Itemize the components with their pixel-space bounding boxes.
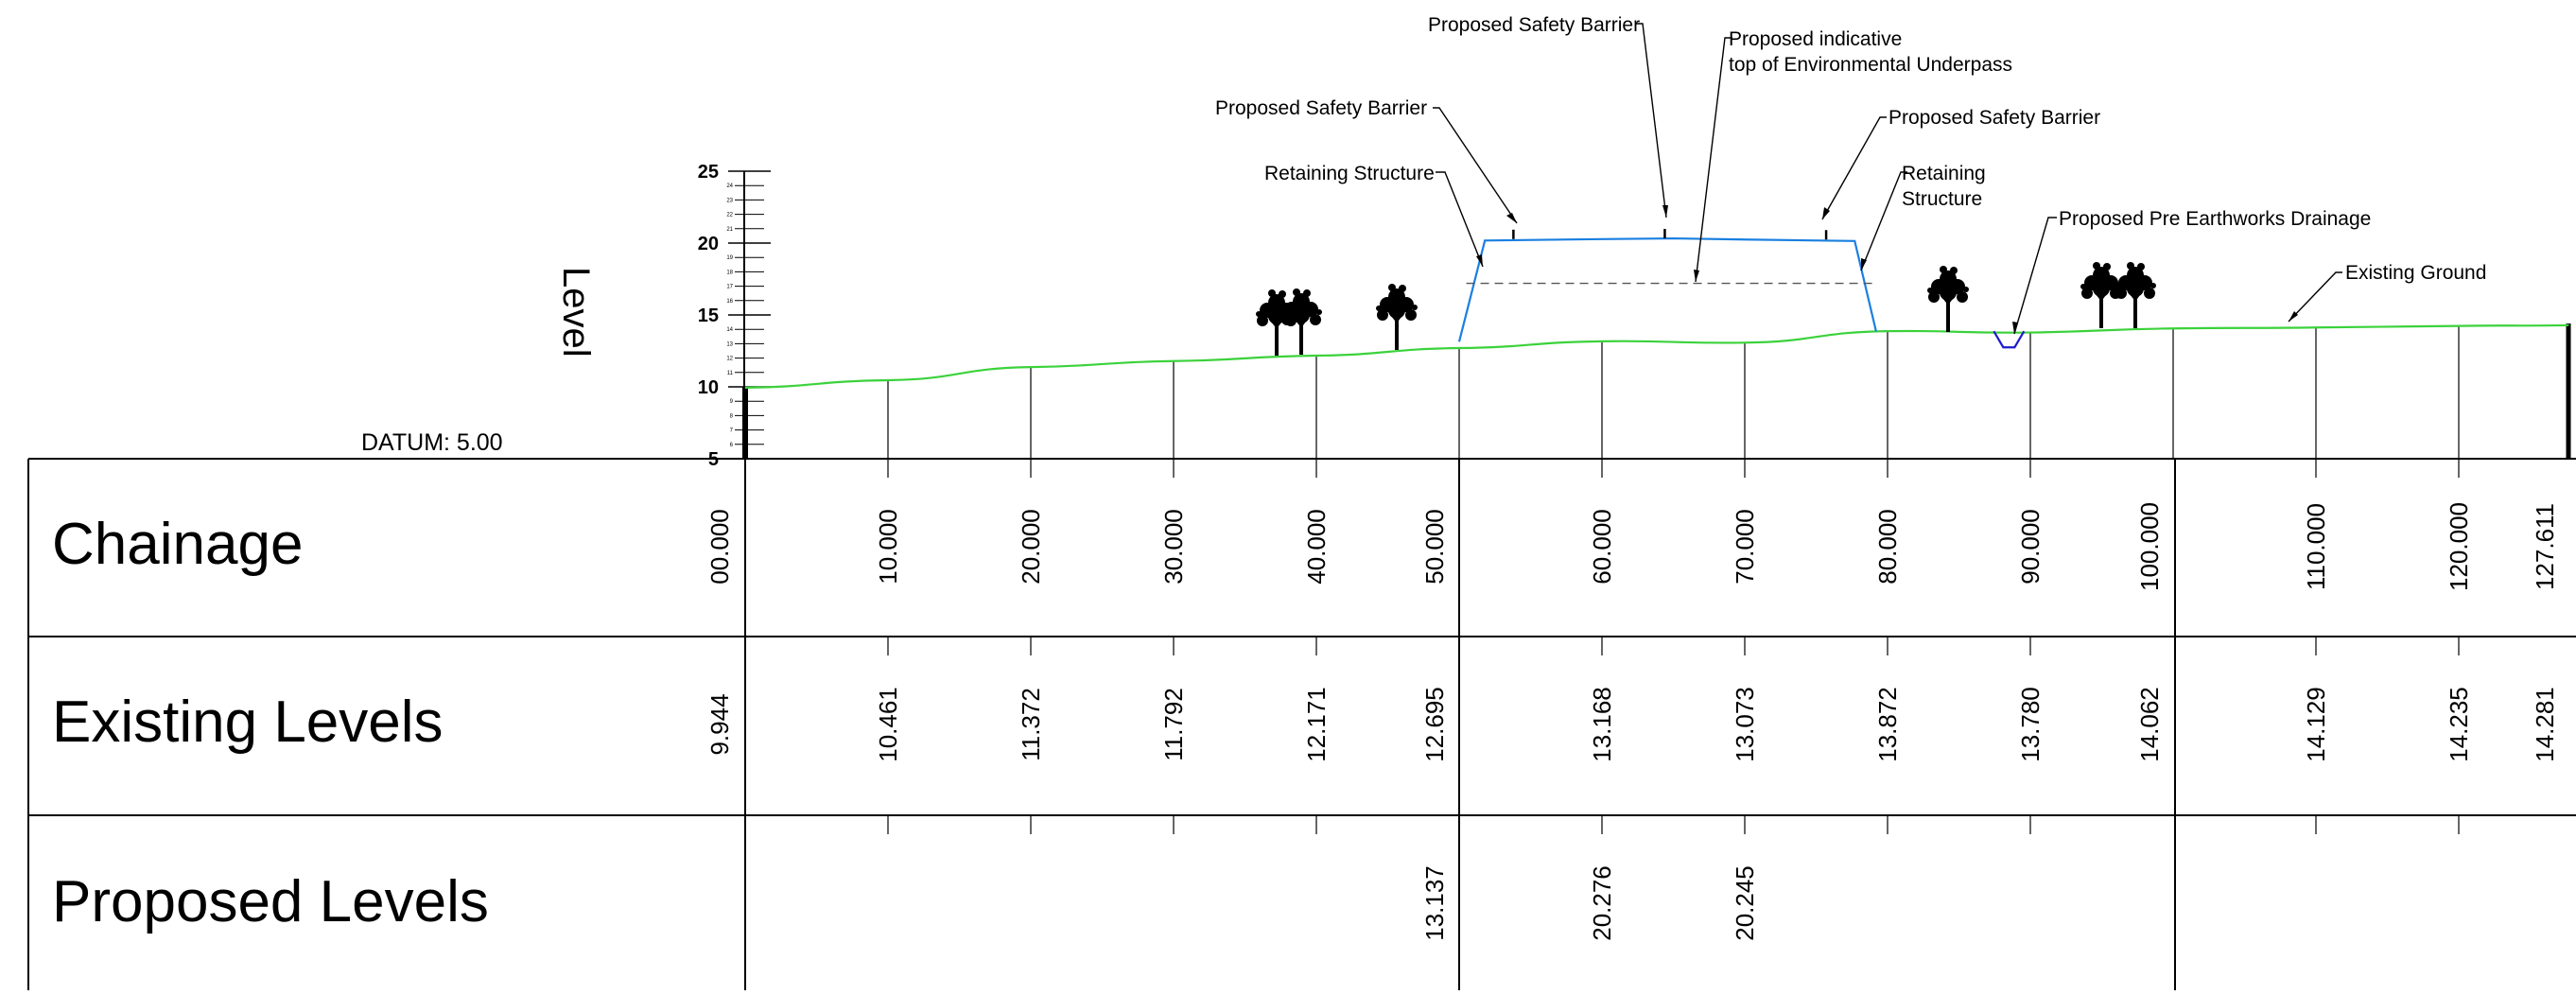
axis-minor-label: 13	[726, 341, 733, 347]
leader-barrier-right	[1821, 116, 1887, 220]
tree-icon	[1279, 288, 1323, 356]
table-cell-existing: 14.281	[2531, 687, 2559, 762]
axis-minor-label: 7	[730, 428, 734, 434]
table-cell-existing: 12.695	[1420, 687, 1449, 762]
table-cell-chainage: 110.000	[2302, 503, 2330, 590]
annotation-retaining-right-line1: Retaining	[1902, 163, 1986, 184]
axis-minor-label: 16	[726, 299, 733, 305]
table-cell-existing: 14.235	[2445, 687, 2473, 762]
annotation-retaining-left: Retaining Structure	[1264, 163, 1435, 184]
axis-minor-label: 23	[726, 198, 733, 203]
table-cell-existing: 9.944	[705, 693, 734, 755]
tree-icon	[1375, 283, 1419, 351]
table-cell-chainage: 60.000	[1588, 509, 1616, 585]
table-cell-existing: 14.062	[2135, 687, 2164, 762]
axis-minor-label: 8	[730, 413, 734, 419]
table-cell-chainage: 10.000	[874, 509, 902, 585]
table-cell-existing: 13.872	[1873, 687, 1902, 762]
profile	[744, 229, 2569, 459]
table-cell-chainage: 120.000	[2445, 502, 2473, 591]
axis-minor-label: 9	[730, 399, 734, 405]
tree-icon	[1926, 265, 1970, 333]
drainage-channel	[1993, 330, 2026, 349]
axis-minor-label: 11	[727, 371, 734, 376]
table-cell-chainage: 100.000	[2135, 502, 2164, 591]
table-cell-existing: 13.780	[2016, 687, 2045, 762]
axis-minor-label: 19	[726, 255, 733, 261]
level-axis: 5 10 15 20 25 6 7 8 9 11 12 13 14 16 17 18 19 21 22 23 24	[698, 162, 771, 470]
table-cell-chainage: 50.000	[1420, 509, 1449, 585]
table-cell-chainage: 70.000	[1731, 509, 1759, 585]
annotation-barrier-left: Proposed Safety Barrier	[1215, 97, 1427, 119]
table-cell-proposed: 13.137	[1420, 865, 1449, 941]
table-cell-existing: 13.073	[1731, 687, 1759, 762]
annotation-barrier-top: Proposed Safety Barrier	[1428, 14, 1640, 36]
arrowhead-barrier-top	[1662, 205, 1668, 218]
arrowhead-barrier-left	[1506, 213, 1517, 223]
leader-existing-ground	[2288, 271, 2342, 323]
arrowhead-retaining-right	[1861, 258, 1867, 271]
axis-minor-label: 21	[726, 227, 733, 233]
leader-arrowheads	[1476, 205, 2298, 334]
datum-label: DATUM: 5.00	[361, 429, 503, 456]
table-cell-existing: 12.171	[1302, 687, 1331, 762]
proposed-structure-outline	[1457, 236, 1877, 342]
annotation-barrier-right: Proposed Safety Barrier	[1888, 107, 2100, 129]
axis-minor-label: 18	[726, 270, 733, 275]
table-cell-chainage: 90.000	[2016, 509, 2045, 585]
axis-major-label: 15	[698, 305, 719, 326]
axis-minor-label: 6	[730, 443, 734, 448]
row-label-chainage: Chainage	[52, 512, 303, 577]
leader-underpass	[1695, 37, 1732, 283]
table-cell-chainage: 40.000	[1302, 509, 1331, 585]
table-cell-existing: 11.792	[1159, 688, 1188, 761]
tree-icon	[2114, 261, 2157, 329]
annotation-underpass-line1: Proposed indicative	[1729, 28, 1902, 50]
axis-minor-label: 12	[726, 357, 733, 362]
table-cell-proposed: 20.245	[1731, 865, 1759, 941]
data-table	[27, 458, 2576, 990]
arrowhead-barrier-right	[1822, 207, 1830, 219]
annotation-underpass-line2: top of Environmental Underpass	[1729, 54, 2012, 76]
table-cell-existing: 14.129	[2302, 687, 2330, 762]
leader-retaining-right	[1860, 171, 1907, 271]
row-label-existing-levels: Existing Levels	[52, 690, 444, 755]
axis-major-label: 20	[698, 234, 719, 254]
axis-minor-label: 22	[726, 213, 733, 218]
leader-barrier-top	[1635, 23, 1667, 218]
arrowhead-existing-ground	[2289, 311, 2298, 322]
leader-retaining-left	[1436, 171, 1484, 268]
table-cell-existing: 10.461	[874, 687, 902, 762]
table-cell-chainage: 127.611	[2531, 503, 2559, 590]
annotation-drainage: Proposed Pre Earthworks Drainage	[2059, 208, 2371, 230]
table-cell-chainage: 00.000	[705, 509, 734, 585]
axis-major-label: 5	[708, 449, 719, 470]
existing-ground-line	[744, 323, 2569, 389]
annotation-existing-ground: Existing Ground	[2345, 262, 2486, 284]
leader-barrier-left	[1433, 107, 1518, 224]
table-cell-chainage: 30.000	[1159, 509, 1188, 585]
table-cells: 00.000 9.944 10.000 10.461 20.000 11.372 30.00…	[705, 459, 2559, 941]
annotation-retaining-right-line2: Structure	[1902, 188, 1982, 210]
table-cell-existing: 11.372	[1017, 688, 1045, 761]
annotations	[1433, 23, 2342, 335]
arrowhead-retaining-left	[1476, 254, 1483, 267]
axis-minor-label: 14	[726, 327, 733, 333]
row-label-proposed-levels: Proposed Levels	[52, 869, 489, 934]
axis-minor-label: 17	[726, 285, 733, 290]
table-cell-chainage: 80.000	[1873, 509, 1902, 585]
arrowhead-underpass	[1694, 270, 1699, 282]
table-cell-existing: 13.168	[1588, 687, 1616, 762]
axis-major-label: 25	[698, 162, 719, 183]
arrowhead-drainage	[2012, 322, 2018, 334]
table-cell-chainage: 20.000	[1017, 509, 1045, 585]
table-cell-proposed: 20.276	[1588, 865, 1616, 941]
axis-minor-label: 24	[726, 183, 733, 189]
axis-major-label: 10	[698, 377, 719, 398]
leader-drainage	[2013, 217, 2057, 335]
level-axis-title: Level	[555, 267, 597, 358]
